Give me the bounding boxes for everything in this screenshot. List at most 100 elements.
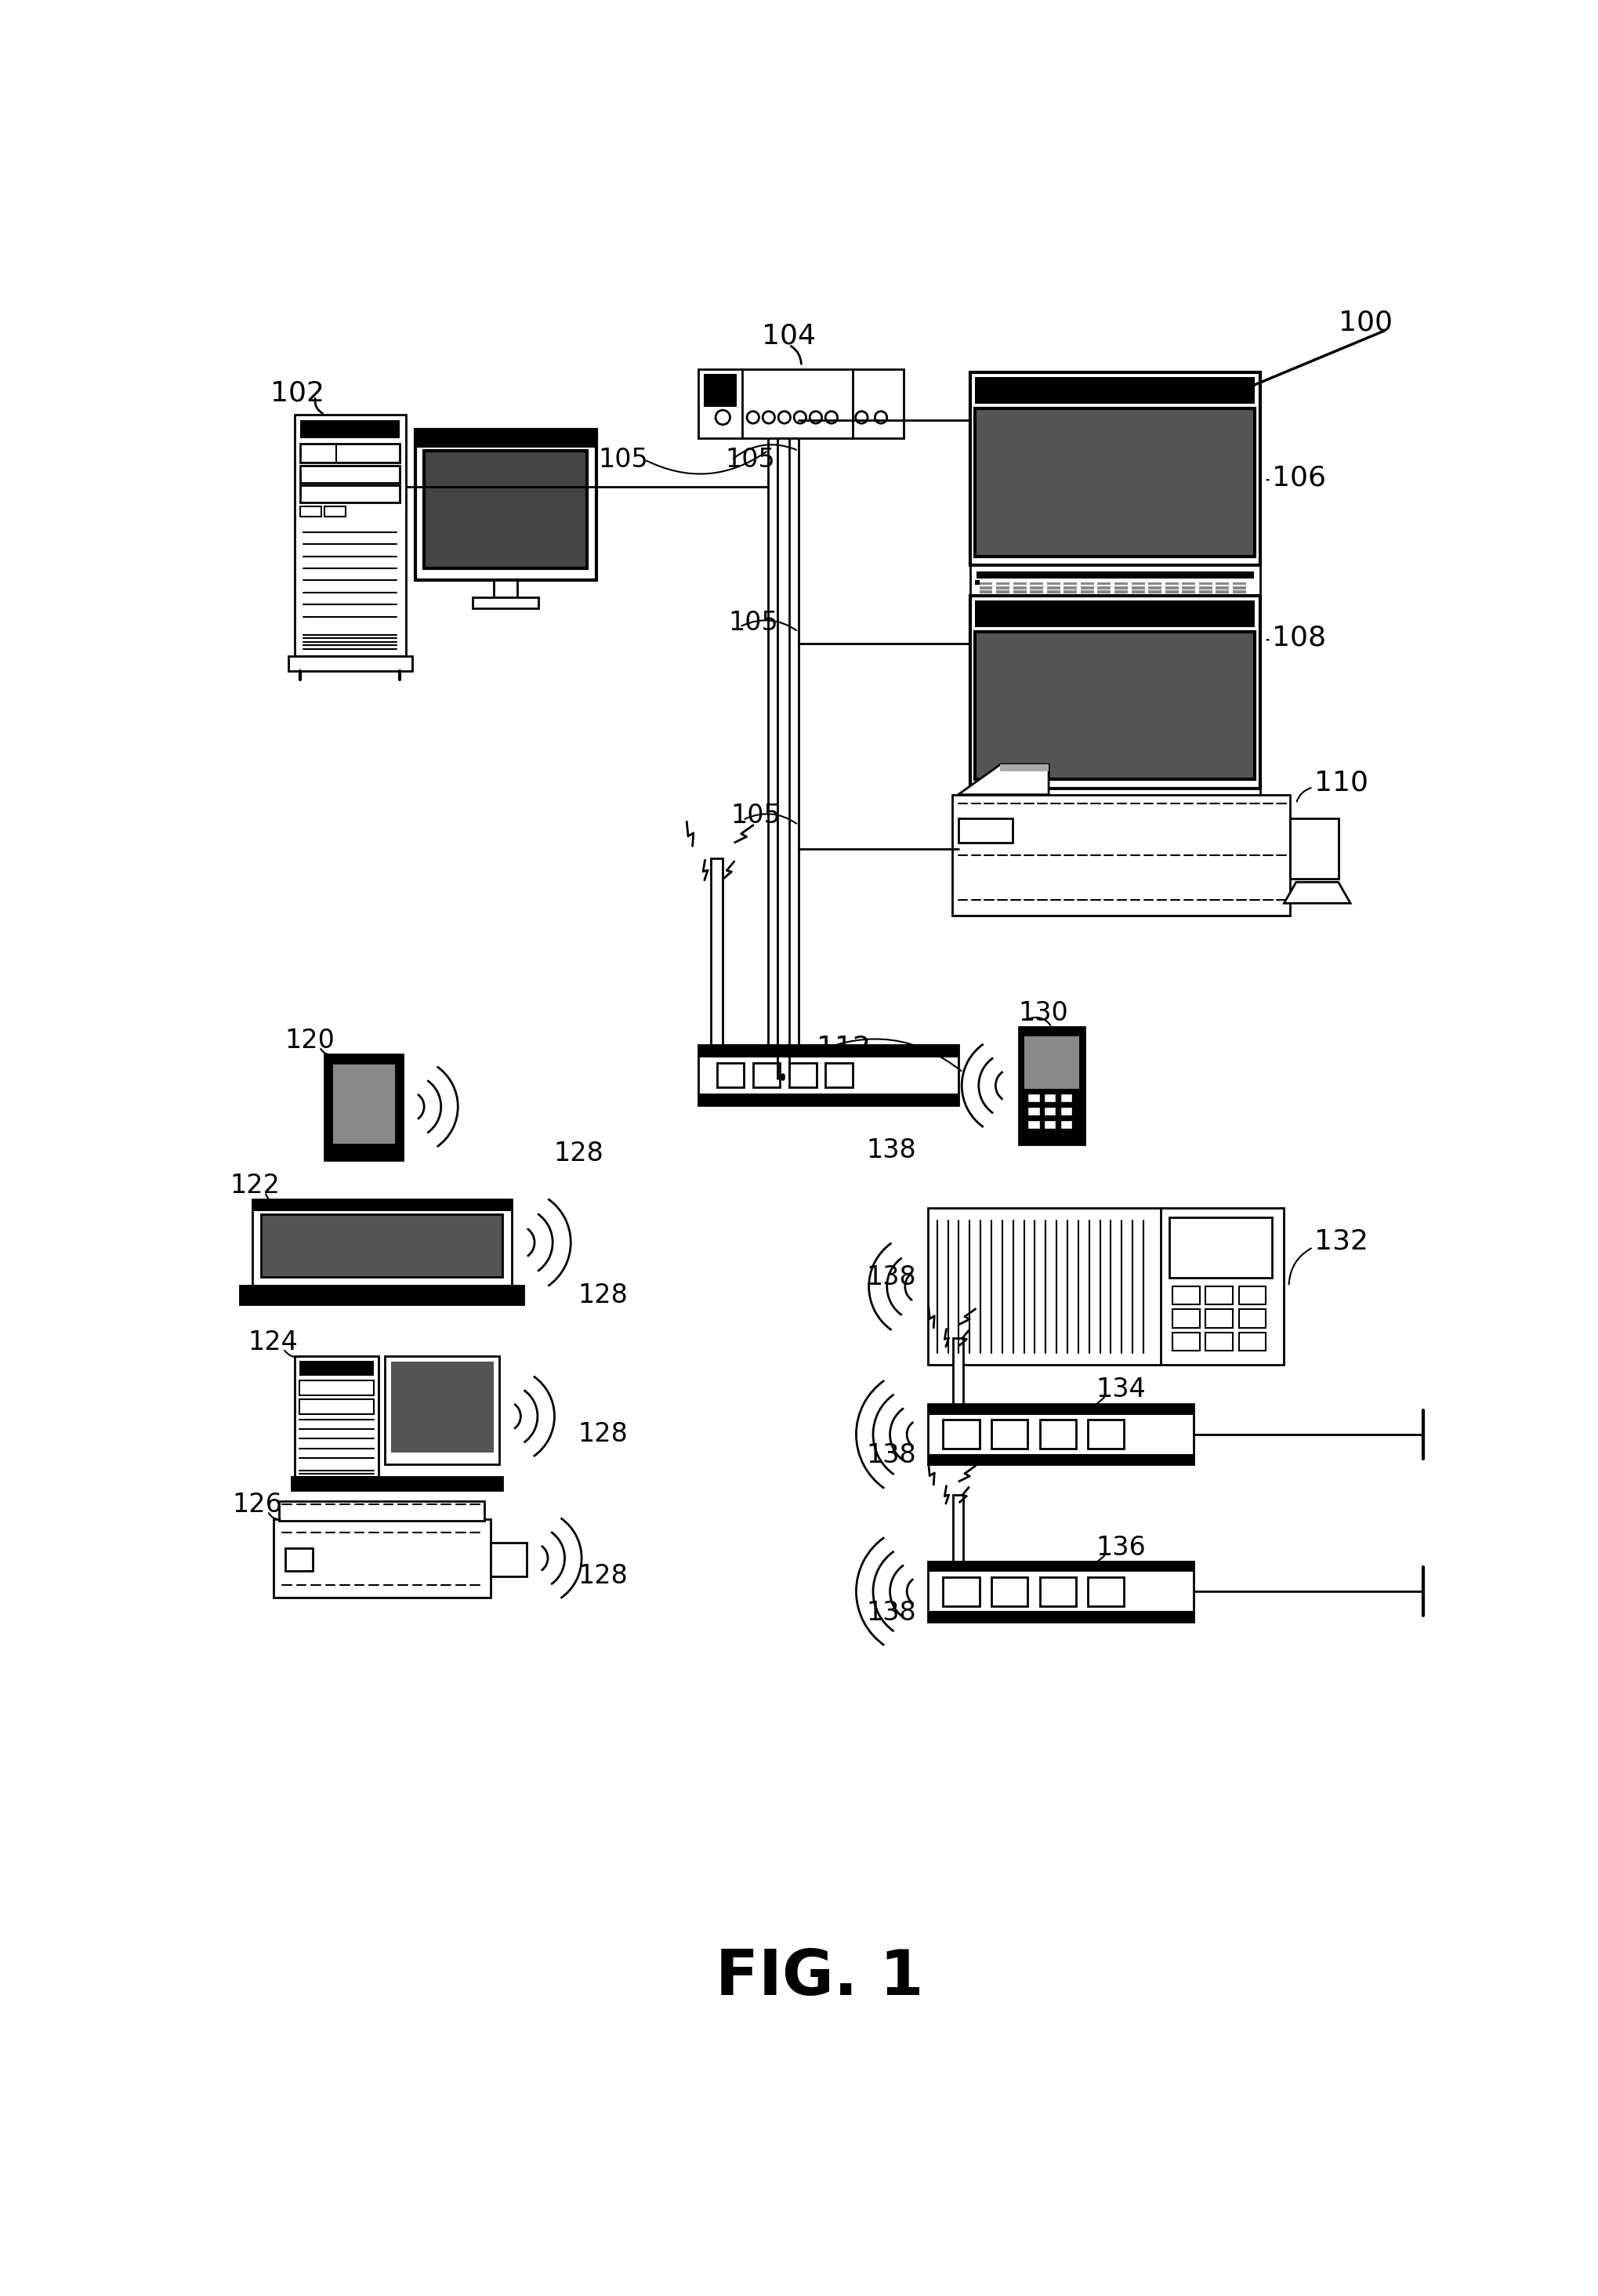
- Bar: [288, 657, 412, 670]
- Bar: [1087, 1577, 1123, 1605]
- Bar: [1059, 1107, 1072, 1116]
- Bar: [927, 1612, 1194, 1621]
- Bar: [1063, 583, 1077, 585]
- Bar: [970, 595, 1259, 788]
- Bar: [1028, 1093, 1039, 1102]
- Bar: [1165, 585, 1178, 590]
- Bar: [1013, 813, 1026, 817]
- Bar: [970, 788, 1259, 822]
- Bar: [943, 1419, 980, 1449]
- Bar: [1114, 806, 1127, 808]
- Bar: [1131, 806, 1144, 808]
- Bar: [1000, 765, 1048, 771]
- Bar: [1063, 810, 1077, 813]
- Bar: [975, 804, 980, 808]
- Bar: [1098, 810, 1111, 813]
- Text: 128: 128: [578, 1283, 628, 1309]
- Bar: [716, 1063, 743, 1088]
- Bar: [970, 372, 1259, 565]
- Bar: [471, 597, 539, 608]
- Bar: [1013, 590, 1026, 595]
- Bar: [927, 1561, 1194, 1621]
- Bar: [1059, 1093, 1072, 1102]
- Bar: [975, 409, 1254, 556]
- Bar: [1080, 583, 1093, 585]
- Text: 120: 120: [284, 1029, 334, 1054]
- Bar: [1080, 810, 1093, 813]
- Bar: [415, 429, 596, 581]
- Bar: [299, 1380, 374, 1396]
- Bar: [1043, 1107, 1055, 1116]
- Bar: [1063, 813, 1077, 817]
- Bar: [332, 1063, 396, 1146]
- Bar: [1232, 585, 1245, 590]
- Bar: [1198, 590, 1211, 595]
- Bar: [252, 1199, 511, 1286]
- Bar: [1059, 1107, 1072, 1116]
- Bar: [927, 1405, 1194, 1465]
- Bar: [1047, 583, 1059, 585]
- Bar: [1043, 1120, 1055, 1130]
- Bar: [952, 794, 1290, 916]
- Bar: [996, 806, 1008, 808]
- Bar: [1205, 1286, 1232, 1304]
- Bar: [284, 1548, 312, 1570]
- Text: 105: 105: [724, 448, 775, 473]
- Bar: [1198, 585, 1211, 590]
- Text: 102: 102: [270, 379, 324, 406]
- Text: 138: 138: [866, 1600, 916, 1626]
- Bar: [300, 443, 400, 461]
- Bar: [1147, 813, 1162, 817]
- Bar: [1098, 585, 1111, 590]
- Circle shape: [855, 411, 868, 422]
- Bar: [1098, 806, 1111, 808]
- Bar: [240, 1286, 524, 1304]
- Bar: [1290, 820, 1338, 879]
- Bar: [927, 1405, 1194, 1414]
- Bar: [1080, 585, 1093, 590]
- Text: 105: 105: [727, 611, 778, 636]
- Bar: [415, 429, 596, 448]
- Bar: [1087, 1419, 1123, 1449]
- Bar: [1029, 810, 1043, 813]
- Bar: [299, 1398, 374, 1414]
- Bar: [996, 590, 1008, 595]
- Bar: [1063, 806, 1077, 808]
- Bar: [324, 1054, 403, 1159]
- Bar: [1147, 585, 1162, 590]
- Bar: [980, 806, 992, 808]
- Bar: [1131, 585, 1144, 590]
- Bar: [1181, 806, 1195, 808]
- Bar: [980, 590, 992, 595]
- Bar: [1029, 806, 1043, 808]
- Text: 108: 108: [1272, 625, 1325, 652]
- Text: 138: 138: [866, 1265, 916, 1290]
- Bar: [1047, 585, 1059, 590]
- Circle shape: [762, 411, 775, 422]
- Bar: [698, 1045, 957, 1104]
- Bar: [753, 1063, 780, 1088]
- Bar: [996, 813, 1008, 817]
- Bar: [273, 1520, 491, 1598]
- Text: 128: 128: [578, 1421, 628, 1446]
- Bar: [975, 631, 1254, 781]
- Bar: [1181, 585, 1195, 590]
- Bar: [980, 585, 992, 590]
- Bar: [1181, 813, 1195, 817]
- Bar: [1198, 806, 1211, 808]
- Bar: [491, 1543, 526, 1577]
- Bar: [789, 1063, 817, 1088]
- Text: 105: 105: [730, 804, 780, 829]
- Bar: [1043, 1107, 1055, 1116]
- Bar: [1181, 810, 1195, 813]
- Polygon shape: [957, 765, 1048, 794]
- Bar: [291, 1476, 502, 1490]
- Bar: [1165, 806, 1178, 808]
- Bar: [1047, 813, 1059, 817]
- Bar: [976, 572, 1253, 579]
- Text: 112: 112: [817, 1035, 869, 1061]
- Bar: [1168, 1217, 1272, 1277]
- Circle shape: [746, 411, 759, 422]
- Bar: [1171, 1286, 1198, 1304]
- Bar: [1047, 810, 1059, 813]
